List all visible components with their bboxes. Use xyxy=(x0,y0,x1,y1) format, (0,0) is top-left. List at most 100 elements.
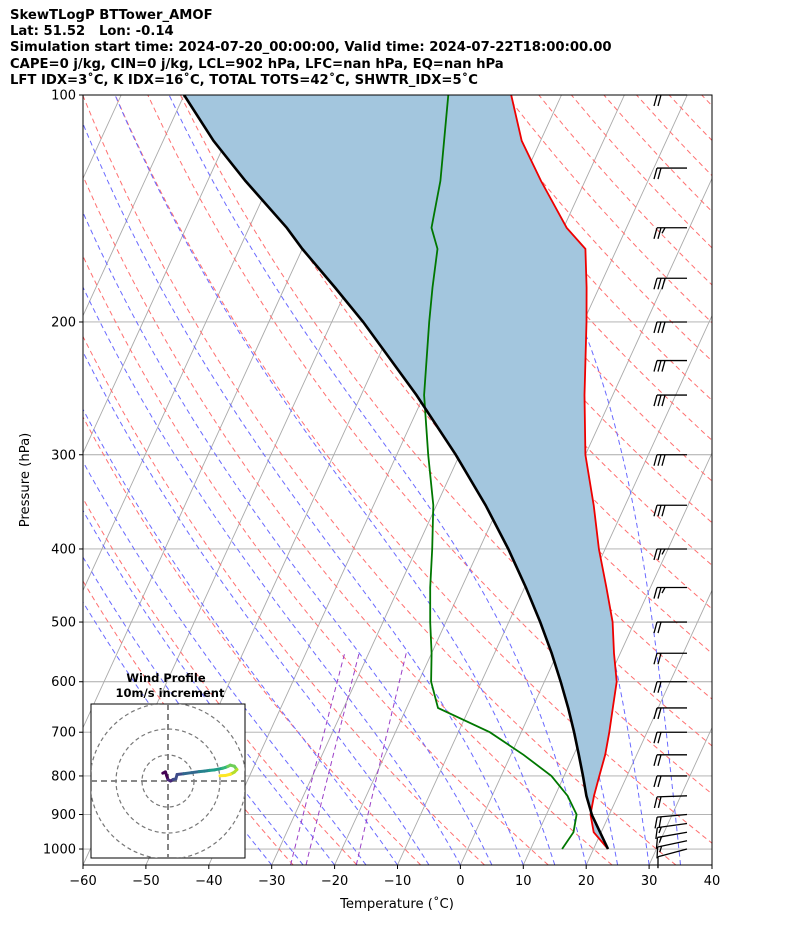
wind-barb-flag xyxy=(657,548,662,561)
cin-shaded-area xyxy=(184,95,617,849)
wind-barb xyxy=(653,795,688,809)
wind-barb-flag xyxy=(653,796,658,809)
wind-barb xyxy=(653,277,687,290)
wind-barb-flag xyxy=(657,167,662,180)
wind-barb-flag xyxy=(653,227,658,239)
mixing-ratio-line xyxy=(290,653,346,865)
hodograph-title: Wind Profile xyxy=(126,671,206,685)
wind-barb xyxy=(653,394,687,407)
x-tick-label: −30 xyxy=(258,874,285,889)
wind-barb-flag xyxy=(653,360,658,372)
wind-barb-flag xyxy=(657,227,662,239)
wind-barb-flag xyxy=(661,587,666,594)
wind-barb-flag xyxy=(657,278,662,290)
moist-adiabat xyxy=(83,556,304,865)
dry-adiabat xyxy=(701,95,712,107)
dry-adiabat xyxy=(179,95,712,747)
wind-barb-flag xyxy=(657,653,662,665)
moist-adiabat xyxy=(83,460,367,865)
wind-barb-flag xyxy=(657,587,662,599)
chart-title-line-2: Lat: 51.52 Lon: -0.14 xyxy=(10,24,174,39)
y-axis-ticks: 100 200 300 400 500 600 700 800 900 1000 xyxy=(43,89,83,858)
chart-title-line-3: Simulation start time: 2024-07-20_00:00:… xyxy=(10,40,612,55)
y-tick-label: 600 xyxy=(51,675,76,690)
dry-adiabat xyxy=(636,95,712,177)
wind-barb xyxy=(653,504,687,517)
wind-barb xyxy=(653,227,687,239)
hodograph-plot xyxy=(91,704,245,858)
y-tick-label: 100 xyxy=(51,89,76,104)
dry-adiabat xyxy=(83,335,485,865)
wind-barb-flag xyxy=(657,94,662,107)
wind-barb-flag xyxy=(653,548,658,561)
y-tick-label: 1000 xyxy=(43,843,76,858)
dry-adiabat xyxy=(668,95,712,142)
dewpoint-line xyxy=(423,95,578,850)
mixing-ratio-line xyxy=(355,653,407,865)
wind-barb-flag xyxy=(653,653,658,665)
wind-barb-flag xyxy=(657,732,662,744)
wind-barb-flag xyxy=(661,360,666,372)
wind-barb-flag xyxy=(653,621,658,634)
moist-adiabat xyxy=(449,95,681,865)
moist-adiabat xyxy=(83,350,430,865)
wind-barb xyxy=(653,621,687,634)
wind-barb-flag xyxy=(661,454,666,466)
x-tick-label: 20 xyxy=(578,874,595,889)
y-tick-label: 700 xyxy=(51,726,76,741)
wind-barb-flag xyxy=(657,775,662,788)
wind-barb-flag xyxy=(658,836,663,843)
isotherm-line xyxy=(83,95,248,455)
moist-adiabat xyxy=(83,408,398,865)
wind-barb-flag xyxy=(657,754,662,766)
wind-barb-flag xyxy=(653,321,658,334)
hodograph: Wind Profile 10m/s increment xyxy=(90,671,246,859)
isotherm-line xyxy=(585,589,712,865)
wind-barb xyxy=(655,831,688,849)
dry-adiabat xyxy=(83,416,422,865)
wind-barb-flag xyxy=(653,587,658,599)
wind-barb-flag xyxy=(661,505,666,517)
x-tick-label: −10 xyxy=(384,874,411,889)
isotherm-line xyxy=(648,726,712,865)
wind-barb-flag xyxy=(653,394,658,407)
y-tick-label: 500 xyxy=(51,616,76,631)
chart-title-line-5: LFT IDX=3˚C, K IDX=16˚C, TOTAL TOTS=42˚C… xyxy=(10,73,478,88)
dry-adiabat xyxy=(83,95,677,865)
dry-adiabat xyxy=(83,580,294,865)
moist-adiabat xyxy=(83,122,524,865)
x-tick-label: 40 xyxy=(704,874,721,889)
x-tick-label: 10 xyxy=(515,874,532,889)
wind-barbs xyxy=(653,94,688,869)
wind-barb-flag xyxy=(653,278,658,290)
y-tick-label: 800 xyxy=(51,769,76,784)
wind-barb-flag xyxy=(653,681,658,693)
wind-barb xyxy=(653,707,687,720)
wind-barb-flag xyxy=(653,775,658,788)
wind-barb-flag xyxy=(659,845,663,853)
chart-title-line-4: CAPE=0 j/kg, CIN=0 j/kg, LCL=902 hPa, LF… xyxy=(10,57,504,72)
wind-barb-flag xyxy=(653,167,658,180)
hodograph-subtitle: 10m/s increment xyxy=(116,686,225,700)
wind-barb-flag xyxy=(655,827,658,840)
wind-barb-flag xyxy=(657,505,662,517)
y-tick-label: 400 xyxy=(51,542,76,557)
wind-barb-shaft xyxy=(657,822,688,829)
x-tick-label: −50 xyxy=(132,874,159,889)
x-tick-label: −20 xyxy=(321,874,348,889)
isotherm-line xyxy=(83,95,185,317)
dry-adiabat xyxy=(114,95,712,844)
x-axis-label: Temperature (˚C) xyxy=(339,895,454,912)
dry-adiabat xyxy=(83,497,358,865)
wind-barb xyxy=(653,321,687,334)
wind-barb-flag xyxy=(658,816,662,829)
wind-barb-flag xyxy=(653,707,658,720)
wind-barb xyxy=(653,167,687,180)
moist-adiabat xyxy=(114,95,556,865)
wind-barb xyxy=(653,681,687,693)
wind-barb-shaft xyxy=(657,831,688,839)
wind-barb-shaft xyxy=(657,813,688,818)
dry-adiabat xyxy=(212,95,712,700)
wind-barb xyxy=(654,813,688,829)
isotherm-line xyxy=(711,863,712,865)
